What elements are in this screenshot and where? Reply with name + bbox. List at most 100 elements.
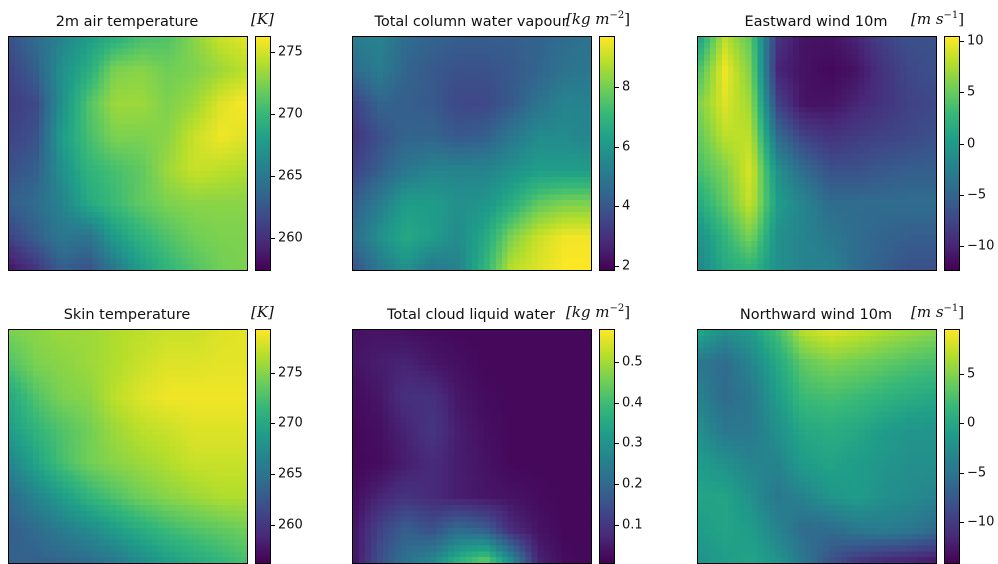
heatmap-cell [888, 206, 895, 212]
heatmap-cell [787, 258, 794, 264]
heatmap-cell [51, 159, 58, 165]
heatmap-cell [69, 136, 76, 142]
heatmap-cell [86, 154, 93, 160]
heatmap-cell [722, 264, 729, 270]
heatmap-cell [128, 212, 135, 218]
heatmap-cell [460, 218, 467, 224]
heatmap-cell [430, 212, 437, 218]
heatmap-cell [543, 247, 550, 253]
heatmap-cell [371, 165, 378, 171]
heatmap-cell [9, 113, 16, 119]
heatmap-cell [223, 165, 230, 171]
heatmap-cell [57, 159, 64, 165]
heatmap-cell [722, 43, 729, 49]
heatmap-cell [549, 60, 556, 66]
heatmap-cell [466, 229, 473, 235]
heatmap-cell [823, 49, 830, 55]
heatmap-cell [27, 60, 34, 66]
heatmap-cell [526, 43, 533, 49]
heatmap-cell [152, 206, 159, 212]
heatmap-cell [217, 165, 224, 171]
heatmap-cell [918, 183, 925, 189]
heatmap-cell [235, 89, 242, 95]
heatmap-cell [829, 119, 836, 125]
heatmap-cell [918, 66, 925, 72]
heatmap-cell [585, 154, 591, 160]
heatmap-cell [716, 247, 723, 253]
heatmap-cell [882, 258, 889, 264]
heatmap-cell [51, 84, 58, 90]
heatmap-cell [205, 159, 212, 165]
heatmap-cell [69, 235, 76, 241]
heatmap-cell [188, 264, 195, 270]
heatmap-cell [86, 119, 93, 125]
heatmap-cell [478, 43, 485, 49]
heatmap-cell [930, 165, 936, 171]
heatmap-cell [472, 241, 479, 247]
heatmap-cell [478, 253, 485, 259]
heatmap-cell [478, 194, 485, 200]
heatmap-cell [799, 177, 806, 183]
heatmap-cell [573, 54, 580, 60]
heatmap-cell [21, 95, 28, 101]
heatmap-cell [906, 49, 913, 55]
heatmap-cell [407, 258, 414, 264]
heatmap-cell [80, 95, 87, 101]
heatmap-cell [454, 78, 461, 84]
heatmap-cell [859, 142, 866, 148]
heatmap-cell [877, 258, 884, 264]
heatmap-cell [704, 188, 711, 194]
heatmap-cell [877, 200, 884, 206]
heatmap-cell [894, 229, 901, 235]
heatmap-cell [33, 218, 40, 224]
heatmap-cell [704, 171, 711, 177]
heatmap-cell [799, 241, 806, 247]
heatmap-cell [15, 49, 22, 55]
heatmap-cell [924, 84, 931, 90]
heatmap-cell [21, 72, 28, 78]
heatmap-cell [716, 72, 723, 78]
heatmap-cell [146, 212, 153, 218]
heatmap-cell [205, 229, 212, 235]
heatmap-cell [146, 89, 153, 95]
heatmap-cell [86, 347, 93, 353]
heatmap-cell [164, 165, 171, 171]
heatmap-cell [758, 177, 765, 183]
heatmap-cell [211, 148, 218, 154]
heatmap-cell [555, 264, 562, 270]
heatmap-cell [51, 336, 58, 342]
heatmap-cell [15, 124, 22, 130]
heatmap-cell [871, 223, 878, 229]
heatmap-cell [223, 200, 230, 206]
heatmap-cell [823, 253, 830, 259]
heatmap-cell [104, 347, 111, 353]
heatmap-cell [799, 200, 806, 206]
heatmap-cell [877, 95, 884, 101]
heatmap-cell [74, 78, 81, 84]
heatmap-cell [80, 200, 87, 206]
heatmap-cell [555, 171, 562, 177]
heatmap-cell [555, 43, 562, 49]
colorbar-tick-label: −5 [967, 188, 986, 203]
heatmap-cell [92, 78, 99, 84]
heatmap-cell [924, 258, 931, 264]
heatmap-cell [436, 154, 443, 160]
heatmap-cell [359, 43, 366, 49]
heatmap-cell [51, 37, 58, 43]
heatmap-cell [514, 95, 521, 101]
heatmap-cell [235, 154, 242, 160]
heatmap-cell [63, 124, 70, 130]
heatmap-cell [104, 142, 111, 148]
heatmap-cell [241, 188, 247, 194]
heatmap-cell [472, 66, 479, 72]
heatmap-cell [69, 49, 76, 55]
heatmap-cell [383, 43, 390, 49]
heatmap-cell [853, 72, 860, 78]
heatmap-cell [537, 124, 544, 130]
heatmap-cell [490, 84, 497, 90]
heatmap-cell [924, 188, 931, 194]
heatmap-cell [235, 223, 242, 229]
heatmap-cell [520, 206, 527, 212]
heatmap-cell [484, 218, 491, 224]
heatmap-cell [877, 119, 884, 125]
